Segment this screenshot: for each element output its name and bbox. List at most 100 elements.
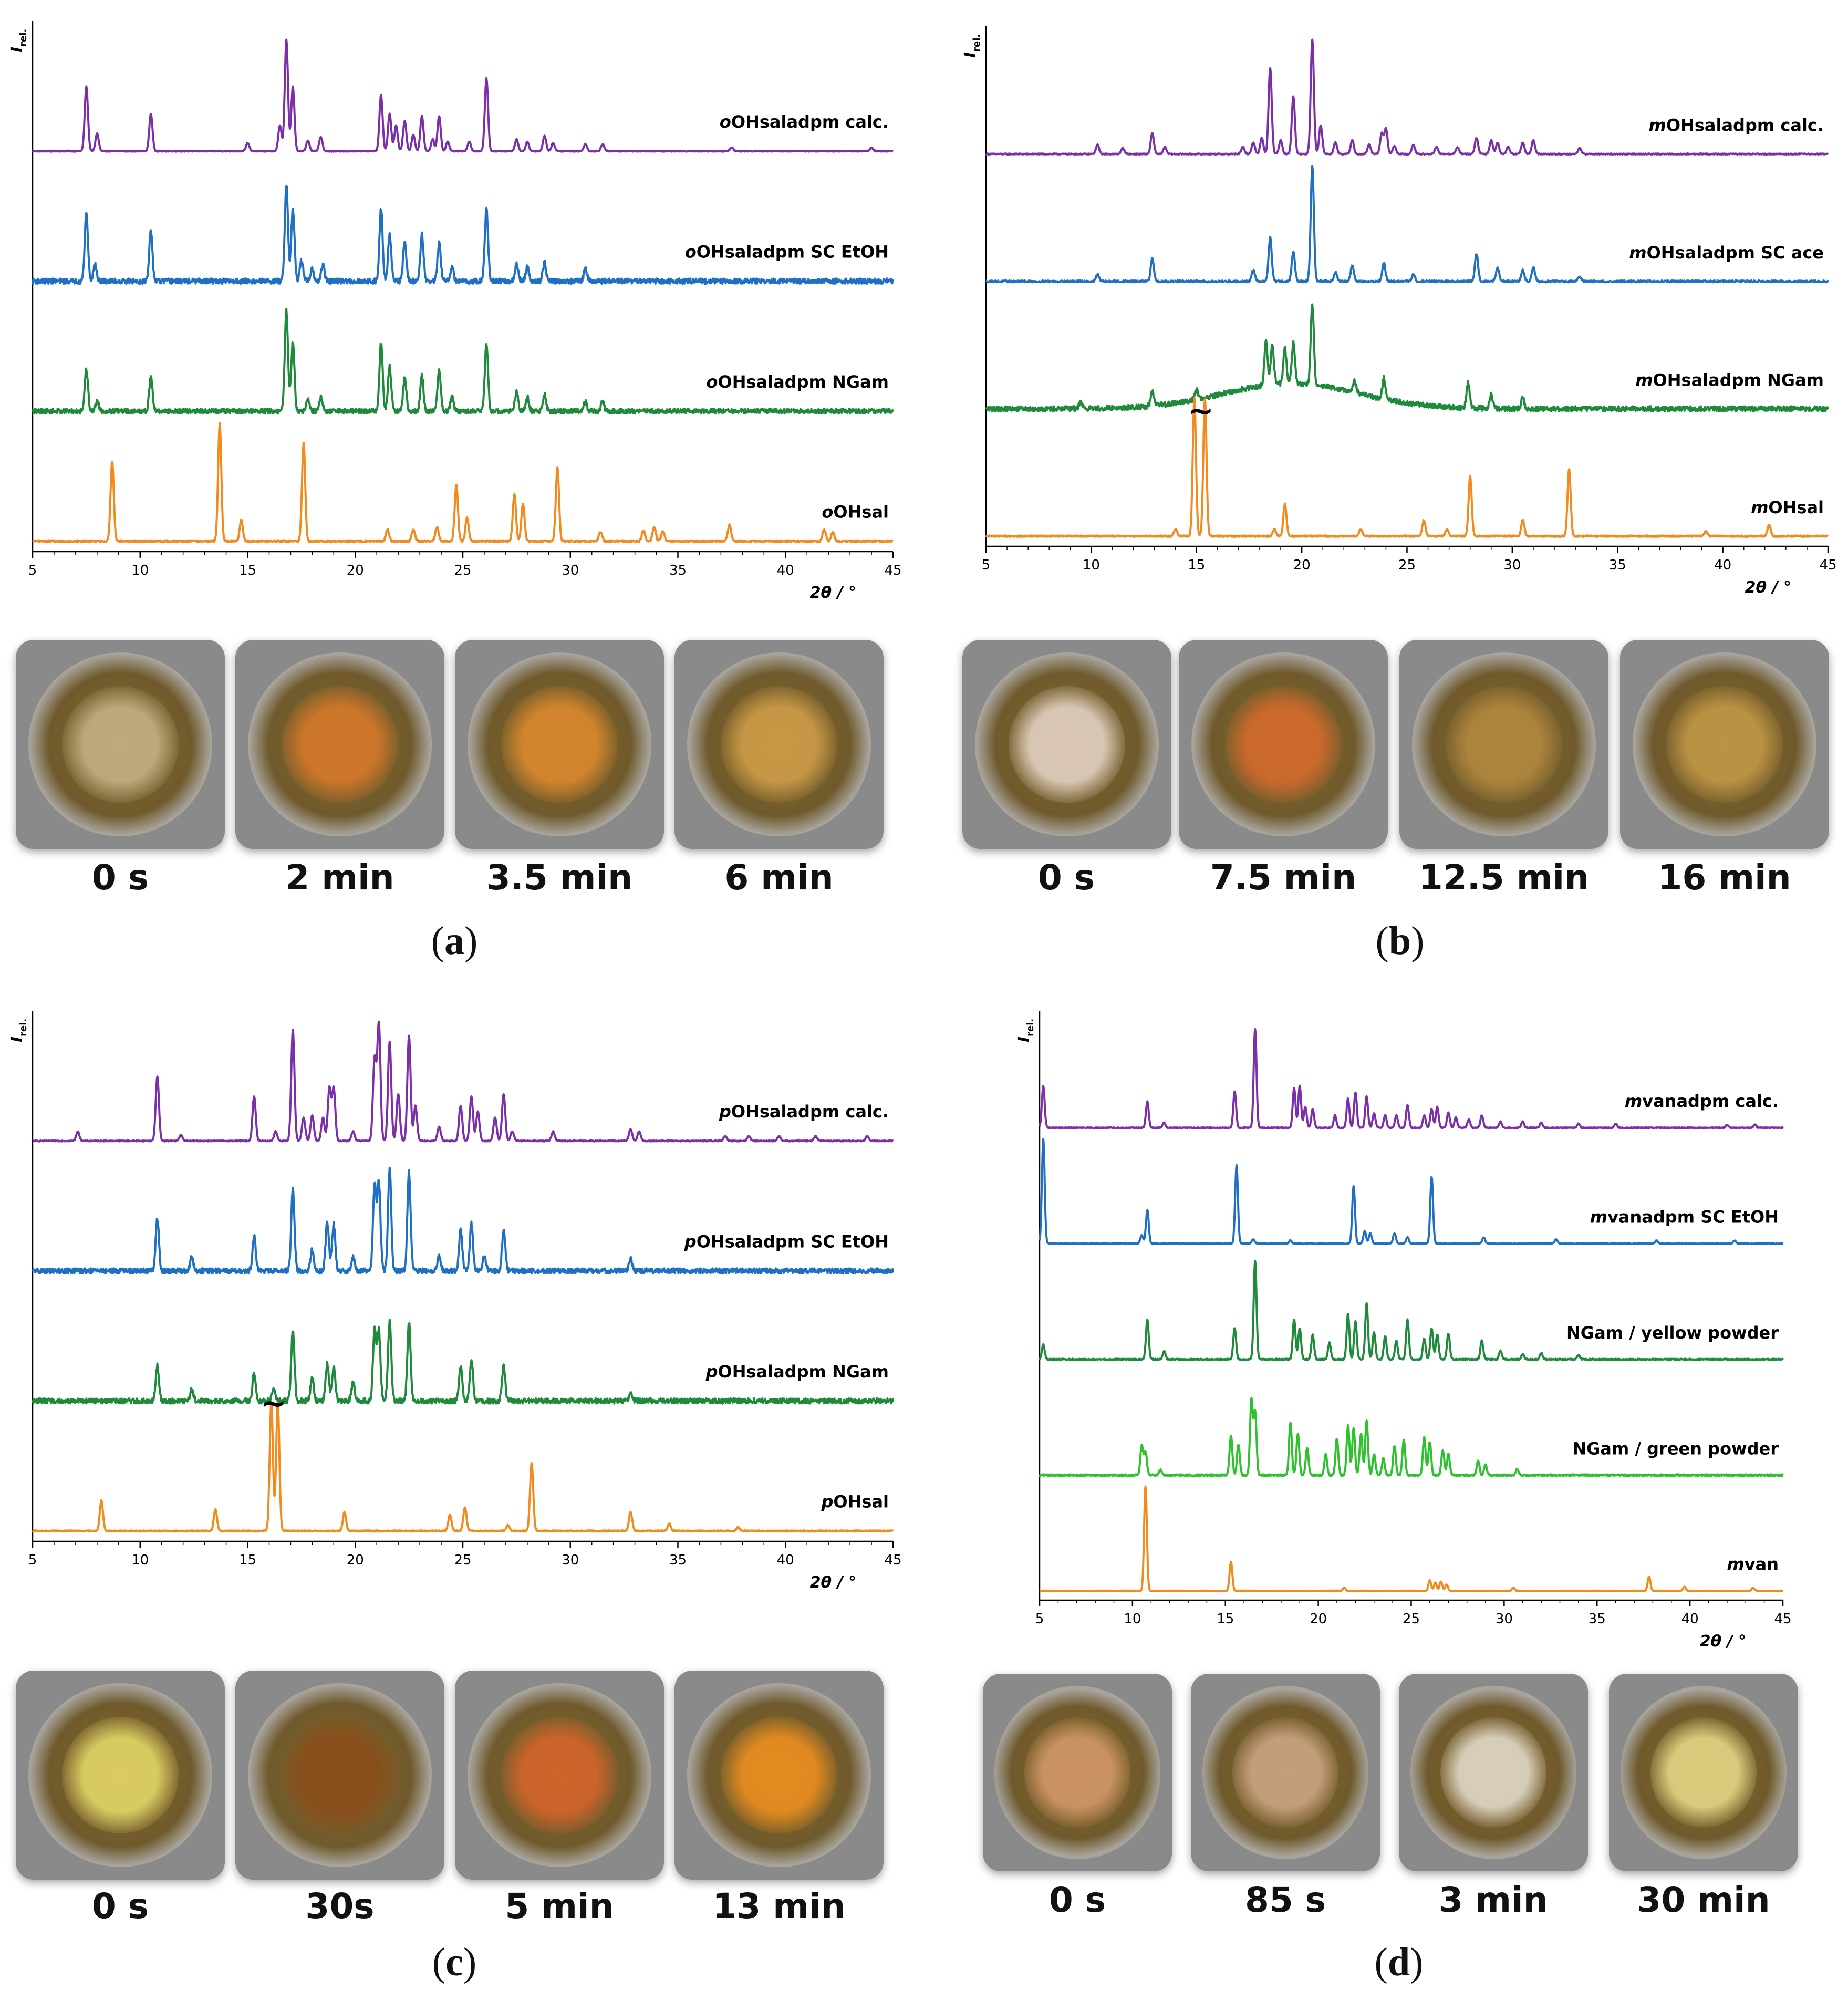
- photo-d-4: [1609, 1674, 1798, 1871]
- powder-sample: [1232, 1717, 1338, 1828]
- series-label: NGam / green powder: [1572, 1438, 1779, 1458]
- x-tick-label: 25: [454, 563, 471, 578]
- powder-sample: [720, 686, 838, 803]
- panel-b: 5 10 15 20 25 30 35 40 45 2θ / ° Irel. mOHsaladpm c…: [924, 0, 1848, 995]
- x-tick-label: 10: [1124, 1611, 1141, 1627]
- series-line-2: [1039, 1138, 1784, 1245]
- x-tick-label: 10: [131, 563, 149, 578]
- photo-c-3: [455, 1671, 664, 1880]
- powder-sample: [61, 1716, 179, 1834]
- powder-sample: [501, 1716, 618, 1834]
- series-line-4: [32, 422, 894, 543]
- x-tick-label: 40: [1714, 557, 1731, 573]
- x-tick-label: 15: [1217, 1611, 1234, 1627]
- powder-sample: [281, 1716, 399, 1834]
- powder-sample: [1445, 686, 1563, 803]
- panel-letter-d: (d): [1374, 1940, 1424, 1984]
- y-axis-label: Irel.: [961, 34, 982, 58]
- series-line-3: [1039, 1260, 1784, 1361]
- y-axis-label-sub: rel.: [1025, 1019, 1036, 1037]
- x-tick-label: 45: [1774, 1611, 1791, 1627]
- series-line-2: [32, 185, 894, 285]
- series-line-1: [1039, 1028, 1784, 1129]
- x-tick-label: 35: [669, 563, 687, 578]
- photo-label-b-4: 16 min: [1658, 857, 1791, 898]
- pxrd-chart-d: 5 10 15 20 25 30 35 40 45 2θ / ° Irel. mvanadpm cal…: [1015, 1011, 1792, 1651]
- photo-d-2: [1191, 1674, 1380, 1871]
- photo-label-a-2: 2 min: [285, 857, 394, 898]
- series-line-2: [985, 165, 1829, 284]
- photo-d-1: [983, 1674, 1172, 1871]
- photo-b-3: [1399, 640, 1608, 849]
- photo-a-2: [235, 640, 444, 849]
- series-label: pOHsaladpm calc.: [719, 1102, 889, 1122]
- series-label: mvanadpm calc.: [1625, 1091, 1779, 1111]
- x-tick-label: 40: [1681, 1611, 1699, 1627]
- x-tick-label: 20: [347, 563, 364, 578]
- series-label: pOHsaladpm NGam: [705, 1362, 889, 1382]
- x-tick-label: 45: [884, 563, 901, 578]
- panel-letter-a: (a): [431, 919, 478, 963]
- axis-break-mark: ~: [1188, 392, 1214, 429]
- x-tick-label: 15: [239, 1552, 256, 1568]
- powder-sample: [1008, 686, 1126, 803]
- series-label: mvan: [1727, 1554, 1779, 1574]
- photo-label-a-3: 3.5 min: [486, 857, 633, 898]
- powder-sample: [281, 686, 399, 803]
- series-label: pOHsaladpm SC EtOH: [684, 1232, 889, 1252]
- photo-b-4: [1620, 640, 1829, 849]
- panel-a: 5 10 15 20 25 30 35 40 45 2θ / ° Irel. oOHsaladpm c…: [0, 0, 924, 995]
- x-tick-label: 20: [1293, 557, 1311, 573]
- series-line-4: [1039, 1397, 1784, 1477]
- photo-b-2: [1179, 640, 1388, 849]
- series-label: mOHsaladpm NGam: [1635, 370, 1824, 390]
- photo-c-2: [235, 1671, 444, 1880]
- panel-letter-b: (b): [1375, 919, 1425, 963]
- x-tick-label: 30: [1496, 1611, 1513, 1627]
- x-tick-label: 45: [1819, 557, 1836, 573]
- photo-label-d-4: 30 min: [1637, 1880, 1770, 1920]
- x-tick-label: 5: [982, 557, 991, 573]
- x-tick-label: 35: [669, 1552, 687, 1568]
- x-tick-label: 15: [239, 563, 256, 578]
- photo-label-c-4: 13 min: [712, 1886, 846, 1926]
- y-axis-label: Irel.: [1015, 1019, 1036, 1042]
- photo-a-4: [674, 640, 884, 849]
- photo-label-a-1: 0 s: [91, 857, 149, 898]
- photo-label-b-3: 12.5 min: [1418, 857, 1590, 898]
- pxrd-chart-b: 5 10 15 20 25 30 35 40 45 2θ / ° Irel. mOHsaladpm c…: [961, 26, 1837, 597]
- x-tick-label: 30: [562, 563, 579, 578]
- series-label: pOHsal: [821, 1492, 889, 1512]
- pxrd-chart-a: 5 10 15 20 25 30 35 40 45 2θ / ° Irel. oOHsaladpm c…: [8, 21, 902, 602]
- series-label: mOHsaladpm calc.: [1649, 115, 1824, 135]
- photo-a-3: [455, 640, 664, 849]
- x-tick-label: 20: [347, 1552, 364, 1568]
- photo-label-d-3: 3 min: [1439, 1880, 1548, 1920]
- axis-break-mark: ~: [260, 1385, 286, 1422]
- pxrd-chart-c: 5 10 15 20 25 30 35 40 45 2θ / ° Irel. pOHsaladpm c…: [8, 1011, 902, 1592]
- photo-label-c-3: 5 min: [505, 1886, 614, 1926]
- series-label: mOHsaladpm SC ace: [1629, 243, 1824, 263]
- powder-sample: [720, 1716, 838, 1834]
- powder-sample: [1650, 1717, 1757, 1828]
- x-tick-label: 40: [777, 563, 794, 578]
- photo-c-4: [674, 1671, 884, 1880]
- series-label: oOHsal: [822, 502, 889, 522]
- x-axis-label: 2θ / °: [1745, 578, 1791, 597]
- photo-a-1: [16, 640, 225, 849]
- photo-d-3: [1399, 1674, 1588, 1871]
- x-tick-label: 10: [131, 1552, 149, 1568]
- photo-label-a-4: 6 min: [724, 857, 834, 898]
- photo-label-b-2: 7.5 min: [1210, 857, 1357, 898]
- x-tick-label: 25: [454, 1552, 471, 1568]
- series-label: oOHsaladpm calc.: [720, 112, 889, 132]
- x-tick-label: 35: [1609, 557, 1626, 573]
- x-tick-label: 5: [28, 563, 37, 578]
- panel-d: 5 10 15 20 25 30 35 40 45 2θ / ° Irel. mvanadpm cal…: [924, 995, 1848, 1990]
- x-tick-label: 35: [1589, 1611, 1606, 1627]
- photo-label-c-1: 0 s: [91, 1886, 149, 1926]
- y-axis-label-sub: rel.: [18, 1019, 29, 1037]
- photo-label-d-1: 0 s: [1048, 1880, 1106, 1920]
- powder-sample: [1440, 1717, 1546, 1828]
- series-line-3: [32, 307, 894, 415]
